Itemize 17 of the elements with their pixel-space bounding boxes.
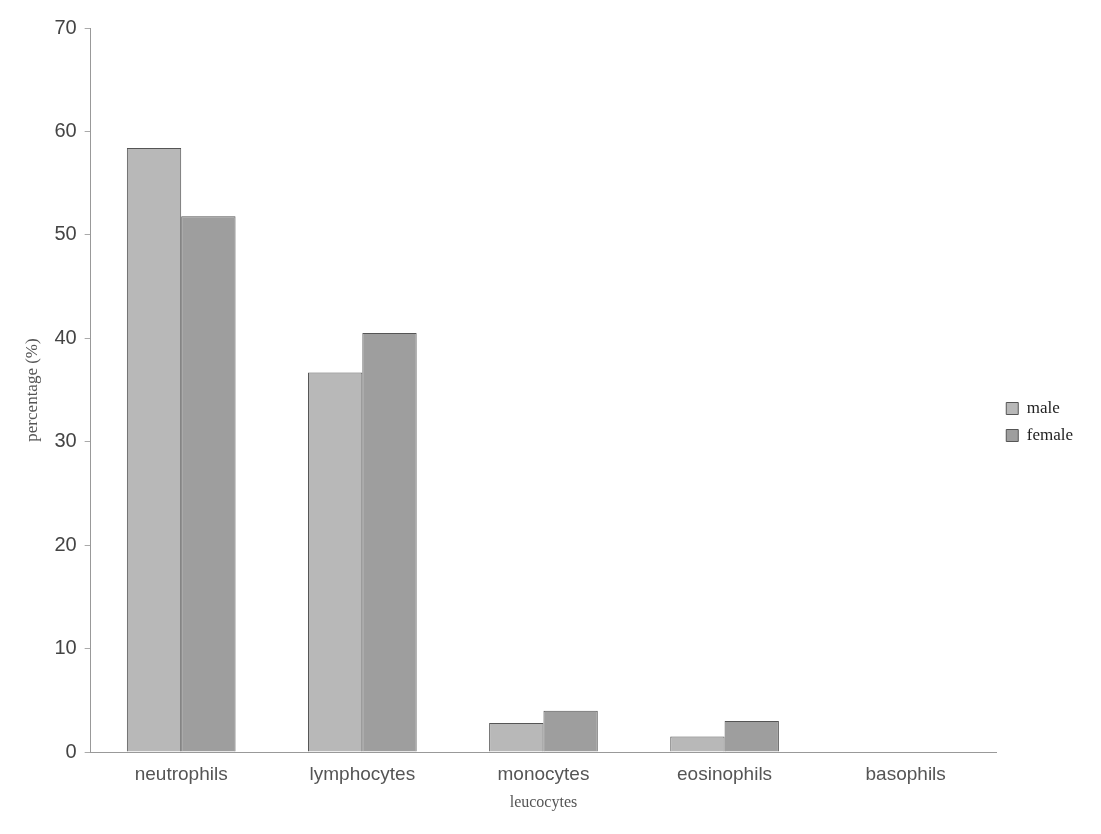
y-tick-label: 70: [54, 15, 77, 38]
x-tick-label: lymphocytes: [309, 762, 416, 784]
y-tick-label: 0: [65, 739, 77, 762]
x-tick-label: neutrophils: [134, 762, 228, 784]
y-tick-label: 60: [54, 118, 77, 141]
x-tick-label: eosinophils: [677, 762, 773, 784]
y-tick-label: 10: [54, 636, 77, 659]
y-tick-label: 20: [54, 532, 77, 555]
y-axis-title: percentage (%): [21, 338, 41, 442]
y-tick-label: 50: [54, 222, 77, 245]
x-axis-title: leucocytes: [509, 792, 578, 811]
y-tick-label: 40: [54, 325, 77, 348]
x-tick-label: monocytes: [497, 762, 590, 784]
legend-label: female: [1026, 424, 1074, 444]
y-tick-label: 30: [54, 429, 77, 452]
x-tick-label: basophils: [865, 762, 946, 784]
legend-label: male: [1026, 397, 1060, 417]
